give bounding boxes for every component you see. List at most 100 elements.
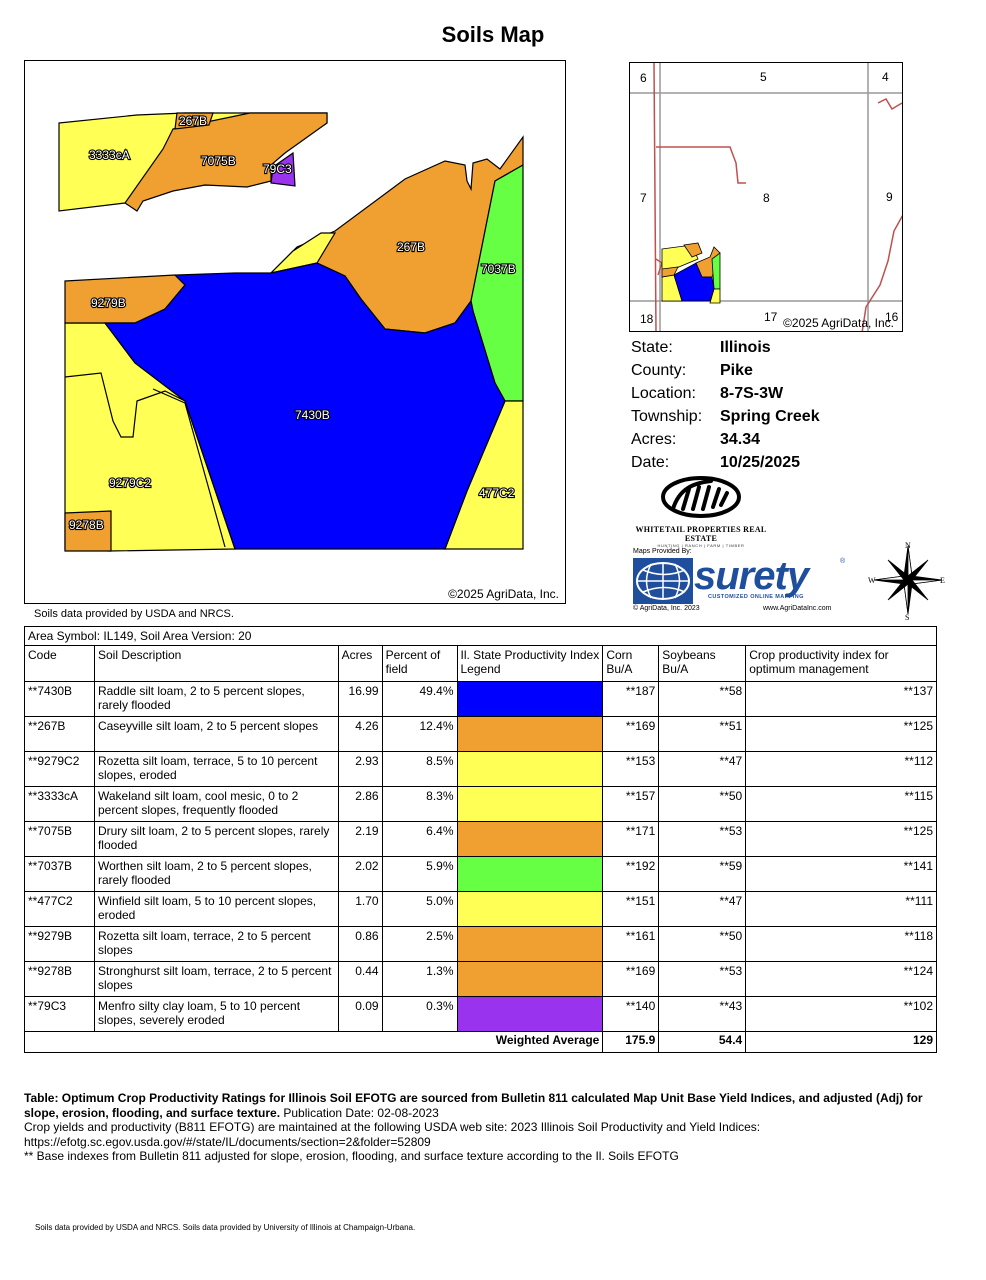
header-percent: Percent of field [381, 645, 458, 682]
info-label: State: [631, 338, 673, 356]
info-label: Location: [631, 384, 696, 402]
table-cell-acres: 1.70 [337, 891, 383, 927]
table-cell-code: **267B [24, 716, 95, 752]
section-number-5: 5 [760, 70, 767, 84]
table-cell-corn: **157 [602, 786, 660, 822]
table-cell-soybeans: **50 [658, 786, 747, 822]
compass-e: E [940, 576, 945, 585]
info-label: County: [631, 361, 687, 379]
info-label: Township: [631, 407, 703, 425]
info-row-township: Township: Spring Creek [631, 405, 820, 428]
table-cell-description: Menfro silty clay loam, 5 to 10 percent … [93, 996, 339, 1032]
table-cell-cpi: **125 [745, 821, 937, 857]
legend-color-swatch [457, 717, 603, 751]
soil-map-labels: 267B 3333cA 7075B 79C3 267B 7037B 9279B … [68, 113, 517, 533]
header-soybeans: Soybeans Bu/A [658, 645, 747, 682]
notes-bold: Table: Optimum Crop Productivity Ratings… [24, 1091, 923, 1120]
bottom-credit: Soils data provided by USDA and NRCS. So… [35, 1223, 416, 1232]
legend-color-swatch [457, 752, 603, 786]
location-map[interactable]: 6 5 4 7 8 9 18 17 16 ©2025 AgriData, Inc… [629, 62, 903, 332]
table-cell-soybeans: **59 [658, 856, 747, 892]
section-number-6: 6 [640, 71, 647, 85]
table-cell-soybeans: **43 [658, 996, 747, 1032]
table-row: **9279B Rozetta silt loam, terrace, 2 to … [24, 926, 937, 962]
table-cell-acres: 2.02 [337, 856, 383, 892]
soils-map[interactable]: 267B 3333cA 7075B 79C3 267B 7037B 9279B … [24, 60, 566, 604]
notes-line-1: Table: Optimum Crop Productivity Ratings… [24, 1091, 924, 1120]
info-value: 10/25/2025 [720, 453, 801, 471]
table-row: **9279C2 Rozetta silt loam, terrace, 5 to… [24, 751, 937, 787]
info-label: Date: [631, 453, 670, 471]
table-cell-acres: 2.86 [337, 786, 383, 822]
compass-rose-icon: N S W E [868, 541, 945, 620]
table-cell-corn: **169 [602, 961, 660, 997]
table-cell-corn: **140 [602, 996, 660, 1032]
table-cell-acres: 0.44 [337, 961, 383, 997]
legend-color-swatch [457, 682, 603, 716]
surety-wordmark: surety [694, 554, 809, 598]
table-cell-soybeans: **47 [658, 891, 747, 927]
table-cell-code: **79C3 [24, 996, 95, 1032]
info-row-date: Date: 10/25/2025 [631, 451, 820, 474]
globe-icon [633, 558, 693, 604]
table-cell-legend-swatch [456, 716, 604, 752]
table-row: **7075B Drury silt loam, 2 to 5 percent s… [24, 821, 937, 857]
legend-color-swatch [457, 822, 603, 856]
table-cell-code: **7037B [24, 856, 95, 892]
table-row: **267B Caseyville silt loam, 2 to 5 perce… [24, 716, 937, 752]
table-cell-cpi: **115 [745, 786, 937, 822]
info-label: Acres: [631, 430, 677, 448]
compass-s: S [905, 613, 909, 620]
table-cell-acres: 2.19 [337, 821, 383, 857]
info-row-state: State: Illinois [631, 336, 820, 359]
table-cell-corn: **153 [602, 751, 660, 787]
table-row: **477C2 Winfield silt loam, 5 to 10 perce… [24, 891, 937, 927]
table-cell-percent: 1.3% [381, 961, 458, 997]
header-description: Soil Description [93, 645, 339, 682]
location-map-graphic [630, 63, 902, 331]
legend-color-swatch [457, 927, 603, 961]
info-row-acres: Acres: 34.34 [631, 428, 820, 451]
weighted-soy: 54.4 [658, 1031, 747, 1053]
table-cell-code: **9279B [24, 926, 95, 962]
table-cell-percent: 2.5% [381, 926, 458, 962]
notes-line-2: Crop yields and productivity (B811 EFOTG… [24, 1120, 761, 1134]
table-cell-soybeans: **50 [658, 926, 747, 962]
table-cell-code: **7075B [24, 821, 95, 857]
table-cell-legend-swatch [456, 926, 604, 962]
table-cell-cpi: **137 [745, 681, 937, 717]
section-number-17: 17 [764, 310, 778, 324]
table-cell-description: Caseyville silt loam, 2 to 5 percent slo… [93, 716, 339, 752]
soil-yellow-sliver-polygon [269, 232, 337, 275]
whitetail-logo: WHITETAIL PROPERTIES REAL ESTATE HUNTING… [626, 475, 776, 548]
table-cell-legend-swatch [456, 891, 604, 927]
map-label-9278B: 9278B [69, 518, 104, 532]
soil-table: Area Symbol: IL149, Soil Area Version: 2… [23, 626, 937, 1053]
compass-n: N [905, 541, 911, 550]
surety-logo: Maps Provided By: surety ® CUSTOMIZED ON… [630, 548, 855, 616]
table-cell-corn: **171 [602, 821, 660, 857]
table-cell-description: Stronghurst silt loam, terrace, 2 to 5 p… [93, 961, 339, 997]
table-cell-acres: 0.86 [337, 926, 383, 962]
main-map-copyright: ©2025 AgriData, Inc. [448, 587, 559, 601]
antler-logo-icon [661, 476, 741, 518]
table-row: **3333cA Wakeland silt loam, cool mesic, … [24, 786, 937, 822]
table-cell-percent: 49.4% [381, 681, 458, 717]
legend-color-swatch [457, 962, 603, 996]
table-cell-percent: 6.4% [381, 821, 458, 857]
compass-w: W [868, 576, 876, 585]
table-cell-cpi: **111 [745, 891, 937, 927]
table-cell-code: **9278B [24, 961, 95, 997]
notes-url: https://efotg.sc.egov.usda.gov/#/state/I… [24, 1134, 431, 1149]
table-cell-legend-swatch [456, 786, 604, 822]
soil-267B-top-polygon [174, 112, 214, 130]
table-cell-cpi: **124 [745, 961, 937, 997]
info-value: 8-7S-3W [720, 384, 784, 402]
map-label-7037B: 7037B [481, 262, 516, 276]
table-cell-acres: 0.09 [337, 996, 383, 1032]
table-cell-cpi: **112 [745, 751, 937, 787]
table-cell-corn: **192 [602, 856, 660, 892]
legend-color-swatch [457, 787, 603, 821]
weighted-corn: 175.9 [602, 1031, 660, 1053]
soil-7430B-polygon [103, 262, 506, 550]
